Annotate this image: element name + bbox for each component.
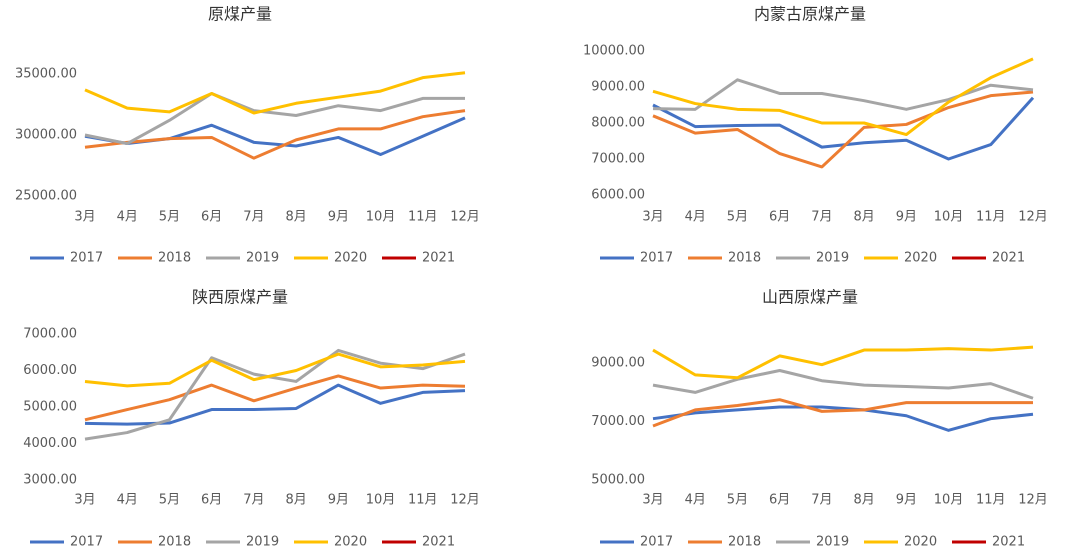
x-tick-label: 6月 bbox=[769, 493, 790, 508]
legend-label: 2017 bbox=[70, 535, 103, 550]
x-tick-label: 4月 bbox=[685, 210, 706, 225]
x-tick-label: 6月 bbox=[201, 493, 222, 508]
series-line bbox=[84, 352, 466, 388]
legend-label: 2020 bbox=[334, 535, 367, 550]
y-tick-label: 6000.00 bbox=[591, 188, 645, 203]
x-tick-label: 12月 bbox=[450, 493, 480, 508]
y-tick-label: 7000.00 bbox=[591, 152, 645, 167]
y-tick-label: 8000.00 bbox=[591, 116, 645, 131]
x-tick-label: 3月 bbox=[74, 493, 95, 508]
x-tick-label: 11月 bbox=[408, 493, 438, 508]
legend-label: 2021 bbox=[992, 535, 1025, 550]
series-line bbox=[84, 71, 466, 115]
x-tick-label: 5月 bbox=[159, 493, 180, 508]
series-line bbox=[652, 369, 1034, 400]
y-tick-label: 3000.00 bbox=[23, 473, 77, 488]
x-tick-label: 8月 bbox=[285, 210, 306, 225]
series-line bbox=[652, 405, 1034, 432]
legend-label: 2017 bbox=[640, 251, 673, 266]
x-tick-label: 11月 bbox=[976, 493, 1006, 508]
x-tick-label: 9月 bbox=[328, 493, 349, 508]
x-tick-label: 9月 bbox=[328, 210, 349, 225]
x-tick-label: 4月 bbox=[117, 210, 138, 225]
series-line bbox=[84, 374, 466, 422]
x-tick-label: 11月 bbox=[408, 210, 438, 225]
y-tick-label: 30000.00 bbox=[15, 128, 77, 143]
x-tick-label: 9月 bbox=[896, 493, 917, 508]
legend-label: 2021 bbox=[422, 535, 455, 550]
x-tick-label: 8月 bbox=[853, 493, 874, 508]
x-tick-label: 5月 bbox=[727, 493, 748, 508]
legend-label: 2020 bbox=[904, 535, 937, 550]
legend-label: 2018 bbox=[728, 251, 761, 266]
series-line bbox=[84, 383, 466, 426]
y-tick-label: 7000.00 bbox=[23, 327, 77, 342]
x-tick-label: 11月 bbox=[976, 210, 1006, 225]
series-line bbox=[652, 90, 1034, 169]
legend-label: 2019 bbox=[246, 251, 279, 266]
x-tick-label: 12月 bbox=[450, 210, 480, 225]
y-tick-label: 10000.00 bbox=[583, 44, 645, 59]
x-tick-label: 3月 bbox=[642, 493, 663, 508]
legend-label: 2019 bbox=[816, 535, 849, 550]
series-line bbox=[84, 109, 466, 160]
x-tick-label: 10月 bbox=[366, 210, 396, 225]
legend-label: 2017 bbox=[640, 535, 673, 550]
series-line bbox=[84, 92, 465, 146]
x-tick-label: 6月 bbox=[201, 210, 222, 225]
x-tick-label: 12月 bbox=[1018, 493, 1048, 508]
legend-label: 2020 bbox=[904, 251, 937, 266]
chart-title: 内蒙古原煤产量 bbox=[754, 5, 866, 24]
y-tick-label: 9000.00 bbox=[591, 80, 645, 95]
y-tick-label: 5000.00 bbox=[591, 473, 645, 488]
legend-label: 2020 bbox=[334, 251, 367, 266]
x-tick-label: 10月 bbox=[934, 210, 964, 225]
legend-label: 2021 bbox=[422, 251, 455, 266]
y-tick-label: 35000.00 bbox=[15, 67, 77, 82]
y-tick-label: 25000.00 bbox=[15, 189, 77, 204]
chart-title: 原煤产量 bbox=[208, 5, 272, 24]
y-tick-label: 6000.00 bbox=[23, 363, 77, 378]
series-line bbox=[652, 96, 1035, 161]
chart-title: 山西原煤产量 bbox=[762, 288, 858, 307]
series-line bbox=[652, 345, 1034, 380]
x-tick-label: 3月 bbox=[74, 210, 95, 225]
x-tick-label: 4月 bbox=[117, 493, 138, 508]
x-tick-label: 4月 bbox=[685, 493, 706, 508]
legend-label: 2021 bbox=[992, 251, 1025, 266]
y-tick-label: 5000.00 bbox=[23, 400, 77, 415]
x-tick-label: 10月 bbox=[934, 493, 964, 508]
x-tick-label: 7月 bbox=[811, 210, 832, 225]
series-line bbox=[652, 78, 1034, 111]
x-tick-label: 7月 bbox=[811, 493, 832, 508]
x-tick-label: 6月 bbox=[769, 210, 790, 225]
legend-label: 2019 bbox=[816, 251, 849, 266]
legend-label: 2019 bbox=[246, 535, 279, 550]
x-tick-label: 3月 bbox=[642, 210, 663, 225]
x-tick-label: 9月 bbox=[896, 210, 917, 225]
legend-label: 2018 bbox=[158, 251, 191, 266]
legend-label: 2018 bbox=[158, 535, 191, 550]
y-tick-label: 9000.00 bbox=[591, 356, 645, 371]
x-tick-label: 8月 bbox=[285, 493, 306, 508]
x-tick-label: 5月 bbox=[159, 210, 180, 225]
x-tick-label: 10月 bbox=[366, 493, 396, 508]
x-tick-label: 7月 bbox=[243, 493, 264, 508]
x-tick-label: 5月 bbox=[727, 210, 748, 225]
x-tick-label: 7月 bbox=[243, 210, 264, 225]
legend-label: 2017 bbox=[70, 251, 103, 266]
series-line bbox=[652, 57, 1034, 137]
y-tick-label: 4000.00 bbox=[23, 436, 77, 451]
x-tick-label: 8月 bbox=[853, 210, 874, 225]
series-line bbox=[652, 398, 1033, 428]
x-tick-label: 12月 bbox=[1018, 210, 1048, 225]
chart-title: 陕西原煤产量 bbox=[192, 288, 288, 307]
legend-label: 2018 bbox=[728, 535, 761, 550]
y-tick-label: 7000.00 bbox=[591, 414, 645, 429]
